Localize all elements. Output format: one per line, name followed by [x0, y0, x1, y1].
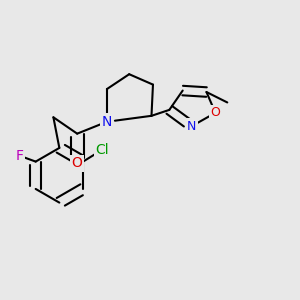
Text: Cl: Cl	[95, 143, 109, 157]
Text: N: N	[102, 115, 112, 129]
Text: N: N	[187, 120, 196, 133]
Text: F: F	[15, 148, 23, 163]
Text: O: O	[72, 156, 83, 170]
Text: O: O	[211, 106, 220, 119]
